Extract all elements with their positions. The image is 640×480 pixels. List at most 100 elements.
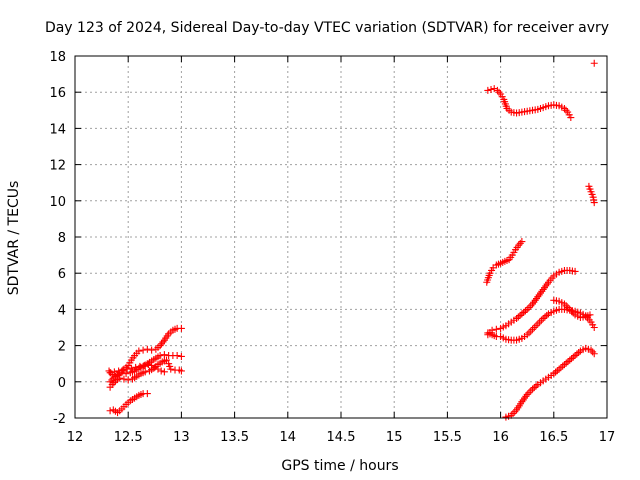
x-tick-label: 15.5 xyxy=(433,430,462,445)
x-tick-label: 14 xyxy=(280,430,297,445)
data-point xyxy=(537,316,545,324)
data-point xyxy=(557,364,565,372)
x-tick-label: 12 xyxy=(67,430,84,445)
data-point xyxy=(136,362,144,370)
series-early-e xyxy=(106,361,168,377)
y-tick-label: 14 xyxy=(49,122,66,137)
data-point xyxy=(516,239,524,247)
data-point xyxy=(495,88,503,96)
data-point xyxy=(516,311,524,319)
y-tick-label: 6 xyxy=(58,267,66,282)
grid xyxy=(75,56,607,418)
data-point xyxy=(106,369,114,377)
data-point xyxy=(525,389,533,397)
data-point xyxy=(573,350,581,358)
x-axis-title: GPS time / hours xyxy=(281,458,398,474)
data-point xyxy=(156,352,164,360)
series-late-mid3 xyxy=(550,296,594,322)
series-early-c xyxy=(106,351,185,386)
data-point xyxy=(550,370,558,378)
data-point xyxy=(160,351,168,359)
data-point xyxy=(484,86,492,94)
data-point xyxy=(586,311,594,319)
data-point xyxy=(552,368,560,376)
plot-frame xyxy=(74,55,608,419)
data-point xyxy=(518,238,526,246)
x-tick-label: 14.5 xyxy=(327,430,356,445)
data-point xyxy=(553,367,561,375)
data-point xyxy=(539,314,547,322)
data-point xyxy=(513,314,521,322)
data-point xyxy=(532,322,540,330)
y-tick-label: 0 xyxy=(58,376,66,391)
data-point xyxy=(590,199,598,207)
series-early-a xyxy=(106,390,151,417)
data-points xyxy=(105,59,598,421)
y-tick-labels: -2 0 2 4 6 8 10 12 14 16 18 xyxy=(49,50,66,427)
data-point xyxy=(135,347,143,355)
y-tick-label: 2 xyxy=(58,340,66,355)
data-point xyxy=(560,361,568,369)
data-point xyxy=(124,376,132,384)
series-late-low xyxy=(502,344,598,421)
data-point xyxy=(555,365,563,373)
data-point xyxy=(177,367,185,375)
data-point xyxy=(116,374,124,382)
series-late-mid2 xyxy=(484,305,598,344)
data-point xyxy=(160,368,168,376)
data-point xyxy=(530,384,538,392)
series-early-b xyxy=(105,324,185,380)
data-point xyxy=(562,359,570,367)
series-late-upper xyxy=(483,238,526,286)
data-point xyxy=(568,355,576,363)
data-point xyxy=(487,85,495,93)
x-tick-label: 16 xyxy=(492,430,509,445)
x-tick-label: 16.5 xyxy=(539,430,568,445)
x-tick-label: 13.5 xyxy=(220,430,249,445)
x-tick-label: 12.5 xyxy=(114,430,143,445)
data-point xyxy=(527,387,535,395)
series-late-outlier xyxy=(590,59,598,67)
y-tick-label: 12 xyxy=(49,159,66,174)
data-point xyxy=(120,375,128,383)
data-point xyxy=(493,86,501,94)
data-point xyxy=(105,367,113,375)
data-point xyxy=(527,327,535,335)
data-point xyxy=(167,365,175,373)
data-point xyxy=(532,382,540,390)
data-point xyxy=(525,304,533,312)
series-late-top xyxy=(484,85,575,122)
data-point xyxy=(530,324,538,331)
data-point xyxy=(144,361,152,369)
data-point xyxy=(115,367,123,375)
y-tick-label: -2 xyxy=(53,412,66,427)
data-point xyxy=(559,362,567,370)
data-point xyxy=(527,302,535,310)
data-point xyxy=(163,356,171,364)
data-point xyxy=(571,267,579,275)
data-point xyxy=(122,370,130,378)
y-tick-label: 8 xyxy=(58,231,66,246)
data-point xyxy=(514,313,522,321)
data-point xyxy=(141,368,149,376)
data-point xyxy=(123,365,131,373)
data-point xyxy=(566,356,574,364)
data-point xyxy=(177,324,185,332)
series-late-right xyxy=(585,182,598,207)
data-point xyxy=(562,302,570,310)
data-point xyxy=(590,350,598,358)
data-point xyxy=(490,85,498,93)
y-axis-title: SDTVAR / TECUs xyxy=(6,181,22,296)
data-point xyxy=(567,114,575,122)
data-point xyxy=(173,352,181,360)
data-point xyxy=(571,352,579,360)
y-tick-label: 16 xyxy=(49,86,66,101)
y-tick-label: 4 xyxy=(58,303,66,318)
data-point xyxy=(541,313,549,321)
data-point xyxy=(575,349,583,357)
data-point xyxy=(569,353,577,361)
data-point xyxy=(562,106,570,114)
x-tick-label: 15 xyxy=(386,430,403,445)
data-point xyxy=(177,352,185,360)
data-point xyxy=(143,390,151,398)
